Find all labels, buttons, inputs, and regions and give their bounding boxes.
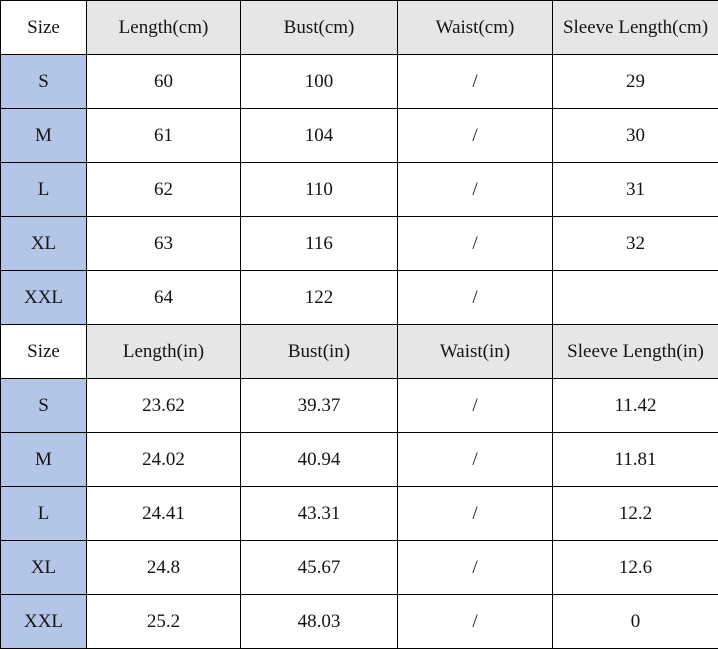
waist-value-cell: /: [397, 162, 553, 217]
length-value-cell: 23.62: [86, 378, 241, 433]
sleeve-value-cell: 32: [552, 216, 718, 271]
column-header-length-in: Length(in): [86, 324, 241, 379]
bust-value-cell: 122: [240, 270, 398, 325]
bust-value-cell: 43.31: [240, 486, 398, 541]
length-value-cell: 63: [86, 216, 241, 271]
sleeve-value-cell: 12.2: [552, 486, 718, 541]
size-label-cell: L: [0, 486, 87, 541]
bust-value-cell: 48.03: [240, 594, 398, 649]
length-value-cell: 61: [86, 108, 241, 163]
length-value-cell: 25.2: [86, 594, 241, 649]
table-row-in-xxl: XXL 25.2 48.03 / 0: [0, 594, 718, 649]
sleeve-value-cell-empty: [552, 270, 718, 325]
waist-value-cell: /: [397, 432, 553, 487]
bust-value-cell: 40.94: [240, 432, 398, 487]
header-row-in: Size Length(in) Bust(in) Waist(in) Sleev…: [0, 324, 718, 379]
length-value-cell: 62: [86, 162, 241, 217]
size-label-cell: L: [0, 162, 87, 217]
column-header-sleeve-in: Sleeve Length(in): [552, 324, 718, 379]
table-row-in-l: L 24.41 43.31 / 12.2: [0, 486, 718, 541]
column-header-sleeve-cm: Sleeve Length(cm): [552, 0, 718, 55]
size-label-cell: M: [0, 108, 87, 163]
size-label-cell: S: [0, 378, 87, 433]
length-value-cell: 24.02: [86, 432, 241, 487]
size-label-cell: M: [0, 432, 87, 487]
table-row-cm-s: S 60 100 / 29: [0, 54, 718, 109]
bust-value-cell: 110: [240, 162, 398, 217]
length-value-cell: 24.41: [86, 486, 241, 541]
sleeve-value-cell: 30: [552, 108, 718, 163]
bust-value-cell: 45.67: [240, 540, 398, 595]
bust-value-cell: 116: [240, 216, 398, 271]
column-header-waist-cm: Waist(cm): [397, 0, 553, 55]
table-row-cm-l: L 62 110 / 31: [0, 162, 718, 217]
waist-value-cell: /: [397, 108, 553, 163]
waist-value-cell: /: [397, 216, 553, 271]
sleeve-value-cell: 11.81: [552, 432, 718, 487]
column-header-size: Size: [0, 324, 87, 379]
bust-value-cell: 104: [240, 108, 398, 163]
length-value-cell: 64: [86, 270, 241, 325]
waist-value-cell: /: [397, 270, 553, 325]
sleeve-value-cell: 29: [552, 54, 718, 109]
column-header-length-cm: Length(cm): [86, 0, 241, 55]
column-header-bust-in: Bust(in): [240, 324, 398, 379]
header-row-cm: Size Length(cm) Bust(cm) Waist(cm) Sleev…: [0, 0, 718, 55]
bust-value-cell: 100: [240, 54, 398, 109]
waist-value-cell: /: [397, 378, 553, 433]
table-row-in-xl: XL 24.8 45.67 / 12.6: [0, 540, 718, 595]
length-value-cell: 24.8: [86, 540, 241, 595]
size-label-cell: XXL: [0, 594, 87, 649]
waist-value-cell: /: [397, 54, 553, 109]
size-label-cell: XL: [0, 540, 87, 595]
bust-value-cell: 39.37: [240, 378, 398, 433]
sleeve-value-cell: 11.42: [552, 378, 718, 433]
table-row-cm-xl: XL 63 116 / 32: [0, 216, 718, 271]
table-row-cm-xxl: XXL 64 122 /: [0, 270, 718, 325]
table-row-in-s: S 23.62 39.37 / 11.42: [0, 378, 718, 433]
sleeve-value-cell: 0: [552, 594, 718, 649]
table-row-cm-m: M 61 104 / 30: [0, 108, 718, 163]
length-value-cell: 60: [86, 54, 241, 109]
waist-value-cell: /: [397, 540, 553, 595]
column-header-size: Size: [0, 0, 87, 55]
waist-value-cell: /: [397, 594, 553, 649]
waist-value-cell: /: [397, 486, 553, 541]
sleeve-value-cell: 31: [552, 162, 718, 217]
size-label-cell: XL: [0, 216, 87, 271]
size-label-cell: XXL: [0, 270, 87, 325]
table-row-in-m: M 24.02 40.94 / 11.81: [0, 432, 718, 487]
column-header-waist-in: Waist(in): [397, 324, 553, 379]
size-label-cell: S: [0, 54, 87, 109]
column-header-bust-cm: Bust(cm): [240, 0, 398, 55]
sleeve-value-cell: 12.6: [552, 540, 718, 595]
